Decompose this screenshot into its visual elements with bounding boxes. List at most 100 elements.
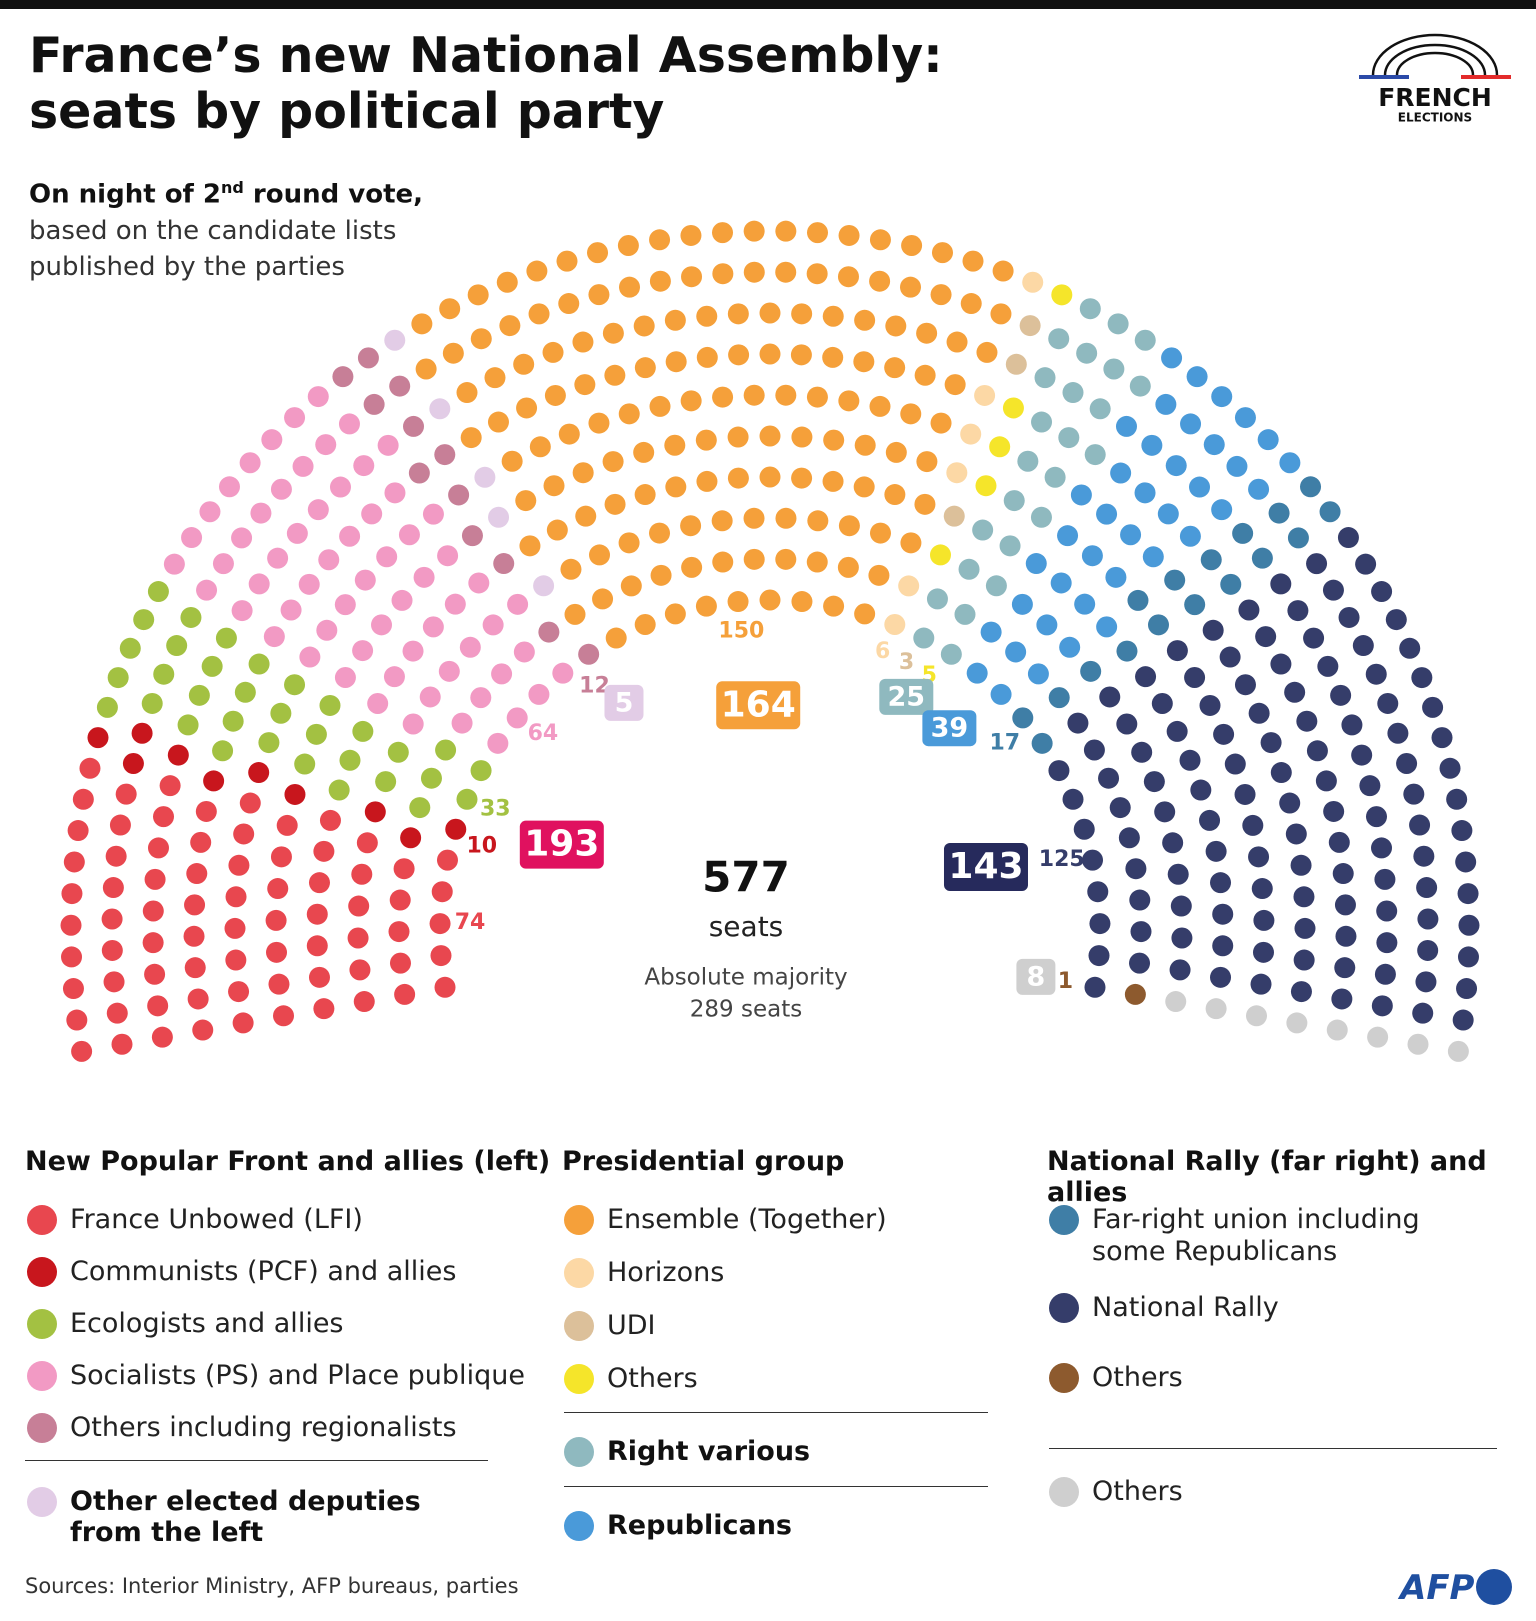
seat bbox=[1030, 506, 1052, 528]
seat bbox=[308, 872, 330, 894]
seat bbox=[1365, 806, 1387, 828]
seat bbox=[1120, 524, 1142, 546]
brand-text: AFP bbox=[1400, 1568, 1475, 1608]
seat bbox=[415, 358, 437, 380]
seat bbox=[422, 616, 444, 638]
seat bbox=[546, 519, 568, 541]
seat bbox=[153, 663, 175, 685]
seat bbox=[529, 436, 551, 458]
seat bbox=[1371, 581, 1393, 603]
seat bbox=[1184, 594, 1206, 616]
seat bbox=[1446, 788, 1468, 810]
seat bbox=[1186, 366, 1208, 388]
seat bbox=[270, 478, 292, 500]
seat bbox=[759, 425, 781, 447]
legend-heading: Presidential group bbox=[562, 1146, 845, 1177]
seat bbox=[371, 614, 393, 636]
seat bbox=[436, 849, 458, 871]
seat bbox=[107, 667, 129, 689]
bloc-total: 164 bbox=[721, 684, 796, 725]
seat bbox=[885, 315, 907, 337]
seat bbox=[885, 441, 907, 463]
seat bbox=[516, 397, 538, 419]
seat bbox=[572, 462, 594, 484]
seat bbox=[354, 569, 376, 591]
seat bbox=[1088, 945, 1110, 967]
seat bbox=[270, 702, 292, 724]
seat bbox=[1457, 883, 1479, 905]
seat bbox=[292, 455, 314, 477]
top-bar bbox=[0, 0, 1536, 9]
seat bbox=[602, 322, 624, 344]
seat bbox=[1224, 753, 1246, 775]
seat bbox=[1125, 858, 1147, 880]
seat bbox=[649, 522, 671, 544]
seat bbox=[248, 762, 270, 784]
seat bbox=[1200, 549, 1222, 571]
seat bbox=[1034, 367, 1056, 389]
seat bbox=[1285, 823, 1307, 845]
seat bbox=[680, 515, 702, 537]
seat bbox=[367, 693, 389, 714]
seat bbox=[837, 266, 859, 288]
logo-arc bbox=[1371, 33, 1499, 76]
legend-swatch bbox=[27, 1257, 57, 1287]
seat bbox=[665, 476, 687, 498]
seat bbox=[1083, 739, 1105, 761]
seat bbox=[334, 594, 356, 616]
seat bbox=[1367, 1026, 1389, 1048]
seat bbox=[1143, 771, 1165, 793]
seat bbox=[1334, 957, 1356, 979]
seat bbox=[990, 303, 1012, 325]
bloc-total: 5 bbox=[615, 687, 634, 718]
seat bbox=[1154, 801, 1176, 823]
seat bbox=[681, 556, 703, 578]
seat bbox=[972, 519, 994, 541]
title-line: seats by political party bbox=[29, 83, 665, 140]
seat bbox=[203, 770, 225, 792]
seat bbox=[929, 544, 951, 566]
seat bbox=[105, 845, 127, 867]
seat bbox=[1062, 382, 1084, 404]
seat bbox=[822, 470, 844, 492]
seat bbox=[914, 364, 936, 386]
seat bbox=[430, 945, 452, 967]
seat bbox=[101, 939, 123, 961]
seat bbox=[1359, 775, 1381, 797]
seat bbox=[268, 973, 290, 995]
seat bbox=[122, 752, 144, 774]
seat bbox=[696, 346, 718, 368]
seat bbox=[775, 507, 797, 529]
seat bbox=[759, 302, 781, 324]
seat bbox=[711, 510, 733, 532]
seat bbox=[266, 941, 288, 963]
seat bbox=[377, 434, 399, 456]
seat bbox=[434, 976, 456, 998]
bloc-box bbox=[716, 681, 801, 730]
seat bbox=[1076, 342, 1098, 364]
bloc-box bbox=[879, 678, 934, 715]
seat bbox=[177, 714, 199, 736]
seat bbox=[602, 451, 624, 473]
seat bbox=[930, 412, 952, 434]
seat bbox=[308, 966, 330, 988]
seat bbox=[528, 683, 550, 705]
seat bbox=[985, 575, 1007, 597]
seat bbox=[232, 1012, 254, 1034]
seat bbox=[743, 220, 765, 242]
seat bbox=[1161, 347, 1183, 369]
seat bbox=[101, 908, 123, 930]
seat bbox=[468, 572, 490, 594]
seat bbox=[313, 998, 335, 1020]
seat bbox=[461, 525, 483, 547]
seat bbox=[307, 499, 329, 521]
seat bbox=[1017, 450, 1039, 472]
seat bbox=[1376, 900, 1398, 922]
seat bbox=[448, 484, 470, 506]
seat bbox=[1110, 462, 1132, 484]
seat bbox=[712, 263, 734, 285]
legend-swatch bbox=[27, 1309, 57, 1339]
seat bbox=[869, 270, 891, 292]
bloc-total: 25 bbox=[888, 681, 926, 712]
